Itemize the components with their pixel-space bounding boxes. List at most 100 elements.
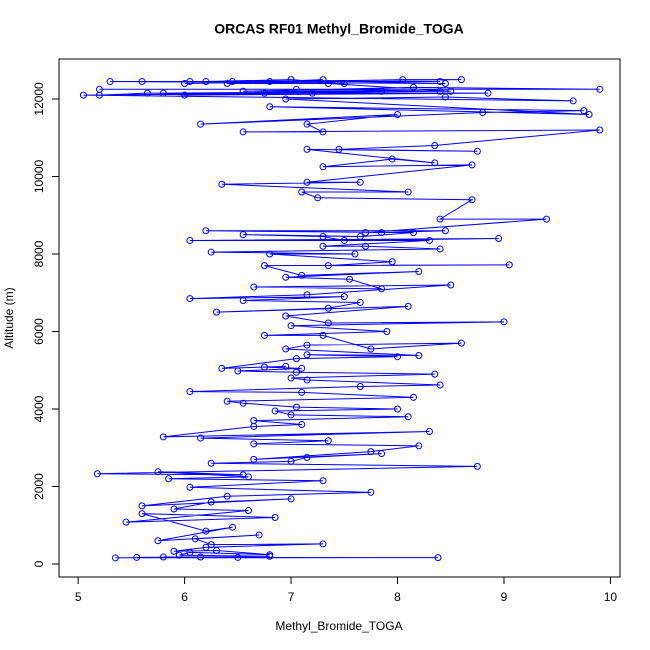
data-point: [367, 488, 375, 496]
data-point: [319, 540, 327, 548]
data-point: [543, 215, 551, 223]
data-point: [388, 258, 396, 266]
data-point: [415, 442, 423, 450]
data-point: [356, 383, 364, 391]
data-point: [340, 236, 348, 244]
data-point: [138, 502, 146, 510]
y-axis-label: Altitude (m): [2, 287, 16, 348]
data-point: [319, 331, 327, 339]
data-point: [170, 505, 178, 513]
data-point: [569, 97, 577, 105]
data-point: [138, 510, 146, 518]
data-point: [367, 448, 375, 456]
data-point: [495, 234, 503, 242]
data-point: [143, 89, 151, 97]
data-point: [197, 434, 205, 442]
data-point: [207, 541, 215, 549]
data-point: [596, 126, 604, 134]
data-point: [378, 285, 386, 293]
data-point: [319, 128, 327, 136]
data-point: [229, 523, 237, 531]
data-point: [346, 275, 354, 283]
data-point: [197, 120, 205, 128]
data-point: [170, 547, 178, 555]
data-point: [308, 89, 316, 97]
data-point: [271, 407, 279, 415]
data-point: [93, 470, 101, 478]
data-point: [282, 273, 290, 281]
data-point: [260, 262, 268, 270]
x-axis-label: Methyl_Bromide_TOGA: [275, 619, 402, 633]
data-point: [484, 89, 492, 97]
data-point: [298, 388, 306, 396]
data-point: [415, 352, 423, 360]
data-point: [441, 79, 449, 87]
data-point: [585, 110, 593, 118]
data-point: [213, 546, 221, 554]
data-point: [351, 250, 359, 258]
data-point: [362, 242, 370, 250]
data-point: [303, 291, 311, 299]
data-point: [298, 188, 306, 196]
data-point: [356, 298, 364, 306]
data-point: [239, 128, 247, 136]
data-point: [356, 178, 364, 186]
x-tick-label: 8: [394, 590, 401, 604]
data-point: [314, 194, 322, 202]
data-point: [394, 405, 402, 413]
data-point: [292, 368, 300, 376]
x-tick-label: 9: [501, 590, 508, 604]
data-point: [250, 455, 258, 463]
data-point: [175, 551, 183, 559]
data-point: [159, 433, 167, 441]
data-point: [292, 355, 300, 363]
data-point: [399, 76, 407, 84]
data-point: [324, 262, 332, 270]
data-point: [303, 376, 311, 384]
data-point: [159, 89, 167, 97]
data-point: [473, 462, 481, 470]
data-point: [159, 553, 167, 561]
data-point: [218, 364, 226, 372]
data-point: [394, 353, 402, 361]
data-point: [303, 351, 311, 359]
data-point: [324, 319, 332, 327]
data-point: [111, 554, 119, 562]
data-point: [324, 437, 332, 445]
data-point: [223, 492, 231, 500]
y-tick-label: 12000: [32, 82, 46, 116]
data-point: [303, 120, 311, 128]
data-point: [324, 304, 332, 312]
data-point: [223, 79, 231, 87]
data-point: [298, 364, 306, 372]
data-point: [181, 91, 189, 99]
data-point: [282, 95, 290, 103]
data-point: [394, 110, 402, 118]
data-point: [457, 76, 465, 84]
data-point: [404, 413, 412, 421]
data-point: [106, 78, 114, 86]
data-point: [239, 297, 247, 305]
data-point: [436, 381, 444, 389]
data-point: [282, 345, 290, 353]
data-point: [181, 79, 189, 87]
data-point: [292, 403, 300, 411]
data-point: [479, 109, 487, 117]
data-point: [244, 507, 252, 515]
data-point: [388, 155, 396, 163]
data-point: [239, 471, 247, 479]
data-point: [319, 242, 327, 250]
y-tick-label: 0: [32, 560, 46, 567]
data-point: [292, 85, 300, 93]
data-point: [378, 229, 386, 237]
data-point: [505, 261, 513, 269]
data-point: [79, 91, 87, 99]
data-point: [191, 535, 199, 543]
data-point: [255, 531, 263, 539]
data-point: [186, 548, 194, 556]
data-point: [133, 553, 141, 561]
data-point: [287, 322, 295, 330]
data-point: [202, 527, 210, 535]
data-point: [447, 281, 455, 289]
data-point: [202, 543, 210, 551]
